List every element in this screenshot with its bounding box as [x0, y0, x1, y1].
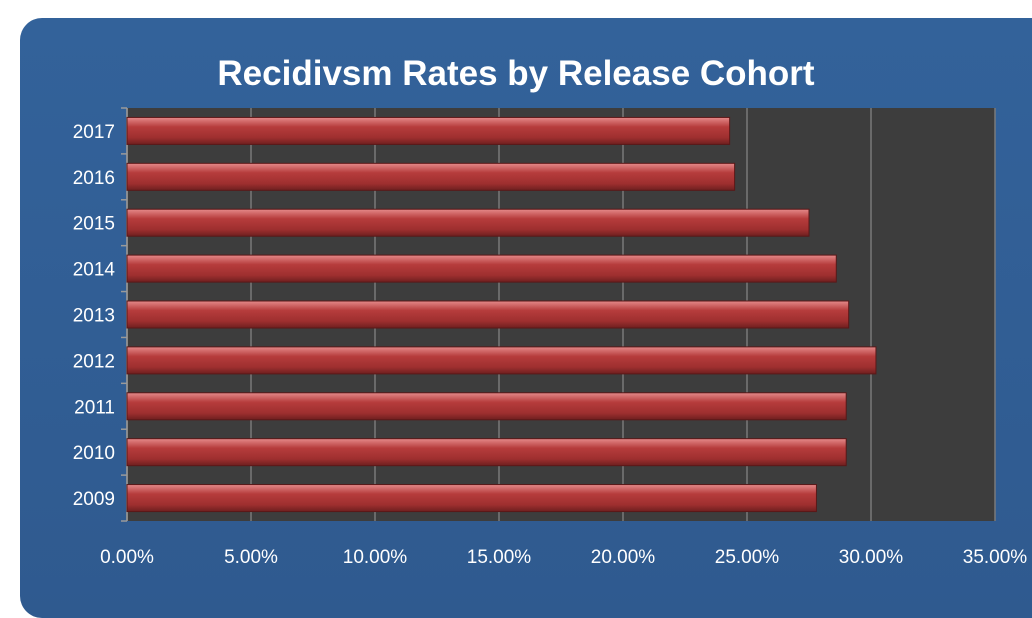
y-tick-label-2011: 2011	[74, 397, 115, 418]
y-tick-label-2013: 2013	[73, 306, 115, 327]
bar-2016	[126, 162, 736, 191]
y-tick-label-2010: 2010	[73, 443, 115, 464]
y-tick-label-2009: 2009	[73, 489, 115, 510]
chart-title: Recidivsm Rates by Release Cohort	[217, 54, 815, 93]
axes	[121, 107, 128, 522]
x-tick-label: 10.00%	[343, 547, 408, 568]
bar-2012	[126, 346, 877, 375]
bar-2014	[126, 254, 837, 283]
bar-2013	[126, 300, 850, 329]
bars	[126, 116, 877, 513]
x-tick-label: 35.00%	[963, 547, 1028, 568]
x-tick-label: 5.00%	[224, 547, 278, 568]
bar-2017	[126, 116, 731, 145]
x-tick-label: 25.00%	[715, 547, 780, 568]
x-tick-label: 15.00%	[467, 547, 532, 568]
y-tick-label-2014: 2014	[73, 260, 116, 281]
y-tick-label-2016: 2016	[73, 168, 115, 189]
x-tick-label: 0.00%	[100, 547, 154, 568]
y-tick-label-2015: 2015	[73, 214, 115, 235]
bar-2010	[126, 438, 847, 467]
y-tick-label-2012: 2012	[73, 351, 115, 372]
bar-chart: 2017 2016 2015 2014 2013 2012 2011 2010 2009 0.0…	[73, 107, 1027, 568]
y-tick-label-2017: 2017	[73, 122, 115, 143]
bar-2015	[126, 208, 810, 237]
x-tick-label: 30.00%	[839, 547, 904, 568]
x-tick-labels: 0.00% 5.00% 10.00% 15.00% 20.00% 25.00% 30.00%…	[100, 547, 1027, 568]
y-tick-labels: 2017 2016 2015 2014 2013 2012 2011 2010 2009	[73, 122, 116, 510]
x-tick-label: 20.00%	[591, 547, 656, 568]
bar-2011	[126, 392, 847, 421]
bar-2009	[126, 484, 817, 513]
